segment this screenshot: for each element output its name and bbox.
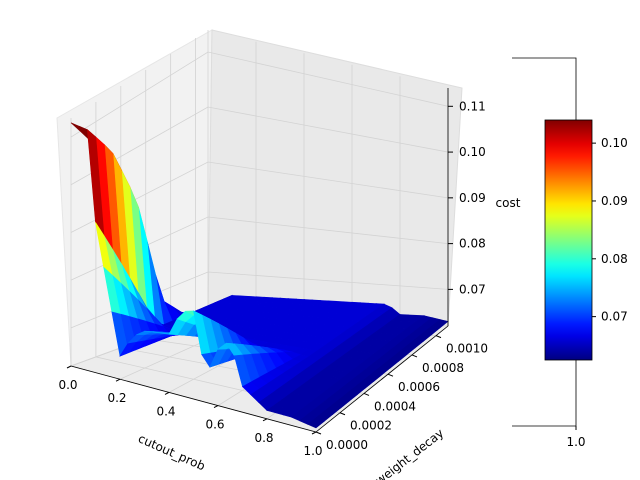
surface-patch: [307, 417, 325, 429]
x-tick-label: 0.0: [58, 378, 77, 392]
y-tick: [435, 335, 442, 339]
y-axis-label: weight_decay: [373, 426, 447, 480]
colorbar-gradient: [544, 119, 593, 361]
y-tick: [387, 373, 394, 377]
z-tick-label: 0.11: [459, 99, 486, 113]
x-tick-label: 0.2: [107, 391, 126, 405]
z-tick-label: 0.09: [459, 191, 486, 205]
colorbar-tick-label: 0.09: [601, 194, 628, 208]
y-axis-line: [315, 325, 449, 433]
x-tick: [262, 418, 268, 422]
x-tick-label: 0.8: [254, 431, 273, 445]
y-tick-label: 0.0010: [446, 342, 488, 356]
x-tick: [213, 405, 219, 409]
y-tick: [315, 431, 322, 435]
x-tick-label: 0.4: [156, 404, 175, 418]
z-tick-label: 0.08: [459, 237, 486, 251]
y-tick-label: 0.0000: [326, 438, 368, 452]
y-tick: [339, 412, 346, 416]
colorbar-tick-label: 0.07: [601, 310, 628, 324]
colorbar-tick-label: 0.08: [601, 252, 628, 266]
x-axis-line: [70, 365, 317, 433]
y-tick-label: 0.0002: [350, 419, 392, 433]
x-axis-label: cutout_prob: [136, 431, 207, 473]
x-tick: [311, 431, 317, 435]
y-tick: [411, 354, 418, 358]
x-tick: [164, 391, 170, 395]
z-tick-label: 0.07: [459, 282, 486, 296]
y-tick: [363, 392, 370, 396]
z-tick-label: 0.10: [459, 145, 486, 159]
y-tick-label: 0.0008: [422, 361, 464, 375]
x-tick-label: 1.0: [303, 444, 322, 458]
y-tick-label: 0.0006: [398, 380, 440, 394]
colorbar-bottom-label: 1.0: [566, 435, 585, 449]
colorbar: 0.07 0.08 0.09 0.10 1.0: [512, 57, 628, 449]
colorbar-frame-top: [512, 57, 577, 120]
x-tick: [115, 378, 121, 382]
colorbar-frame-bottom: [512, 360, 577, 427]
cost-surface: [70, 122, 449, 429]
y-tick-label: 0.0004: [374, 399, 416, 413]
x-tick-label: 0.6: [205, 418, 224, 432]
colorbar-tick-label: 0.10: [601, 136, 628, 150]
z-axis-label: cost: [496, 196, 521, 210]
x-tick: [66, 365, 72, 369]
